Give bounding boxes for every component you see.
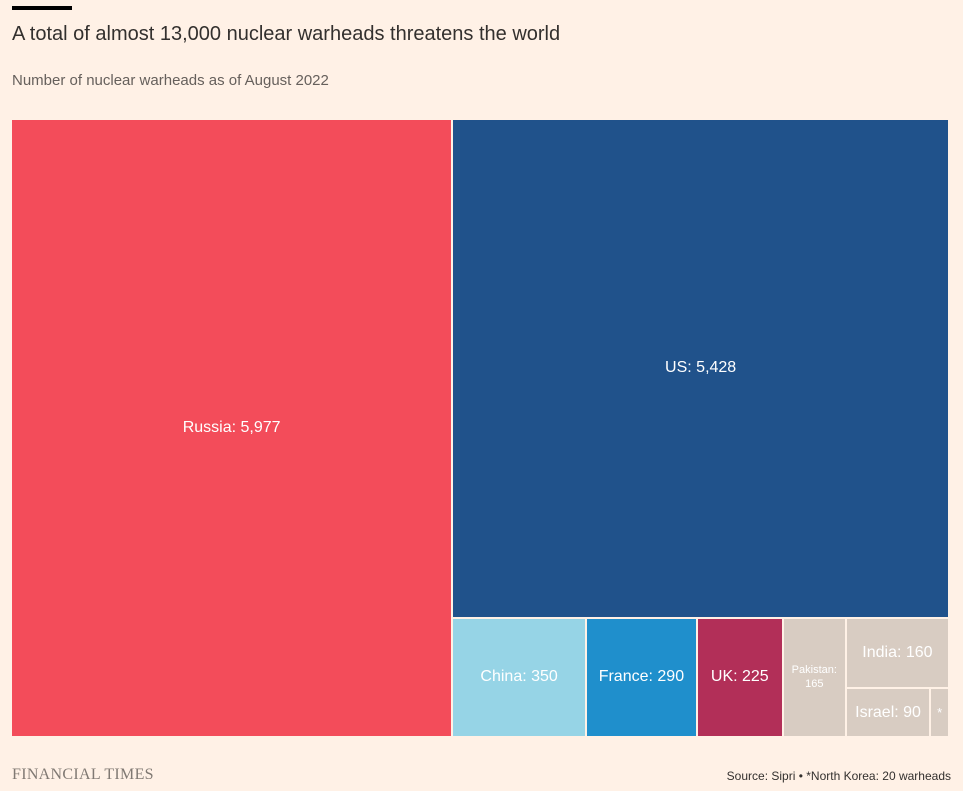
tile-label-russia: Russia: 5,977 (182, 419, 281, 436)
tile-label-us: US: 5,428 (665, 359, 737, 377)
ft-logo: FINANCIAL TIMES (12, 766, 154, 783)
tile-label-israel: Israel: 90 (855, 703, 921, 721)
tile-label-uk: UK: 225 (710, 668, 769, 686)
source-note: Source: Sipri • *North Korea: 20 warhead… (726, 769, 951, 783)
tile-russia: Russia: 5,977 (12, 120, 452, 736)
tile-label-india: India: 160 (862, 643, 933, 661)
tile-label-north-korea: * (937, 704, 943, 720)
top-rule (12, 6, 72, 10)
tile-israel: Israel: 90 (846, 689, 930, 736)
tile-india: India: 160 (846, 618, 948, 688)
chart-title: A total of almost 13,000 nuclear warhead… (12, 23, 561, 45)
tile-china: China: 350 (453, 618, 585, 736)
tile-label-pakistan: Pakistan: 165 (791, 664, 837, 691)
tile-north-korea: * (931, 689, 948, 736)
tile-us: US: 5,428 (453, 120, 948, 617)
tile-label-france: France: 290 (598, 668, 685, 686)
tile-france: France: 290 (587, 618, 696, 736)
tile-pakistan: Pakistan: 165 (783, 618, 845, 736)
tile-uk: UK: 225 (697, 618, 782, 736)
tile-label-china: China: 350 (480, 668, 558, 686)
chart-subtitle: Number of nuclear warheads as of August … (12, 72, 329, 89)
